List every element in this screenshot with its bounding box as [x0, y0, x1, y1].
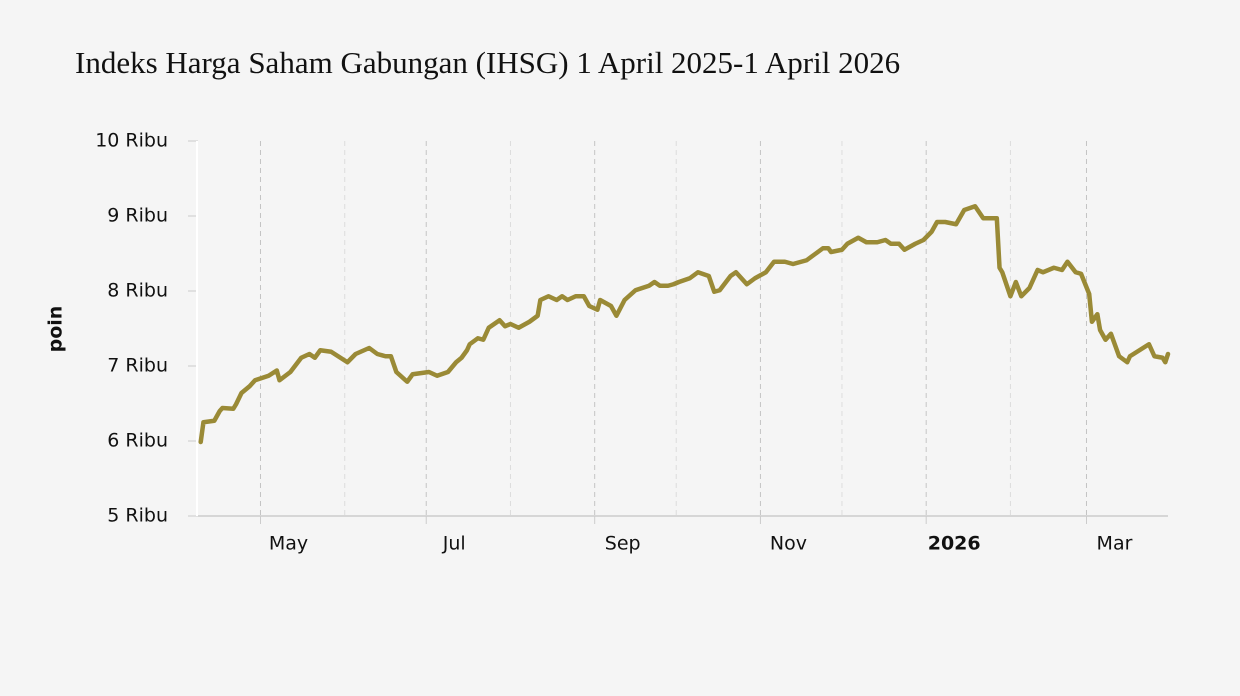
y-tick-label: 5 Ribu — [107, 505, 168, 527]
x-tick-label: 2026 — [928, 533, 981, 555]
x-tick-label: May — [269, 533, 308, 555]
chart-title: Indeks Harga Saham Gabungan (IHSG) 1 Apr… — [75, 45, 900, 80]
y-tick-label: 8 Ribu — [107, 280, 168, 302]
y-tick-label: 9 Ribu — [107, 205, 168, 227]
y-tick-label: 6 Ribu — [107, 430, 168, 452]
x-tick-label: Mar — [1097, 533, 1133, 555]
y-tick-label: 7 Ribu — [107, 355, 168, 377]
x-tick-label: Jul — [442, 533, 466, 555]
y-axis-label: poin — [45, 306, 67, 353]
y-tick-label: 10 Ribu — [95, 130, 168, 152]
x-tick-label: Sep — [605, 533, 641, 555]
line-series — [198, 204, 1171, 445]
x-tick-label: Nov — [770, 533, 807, 555]
